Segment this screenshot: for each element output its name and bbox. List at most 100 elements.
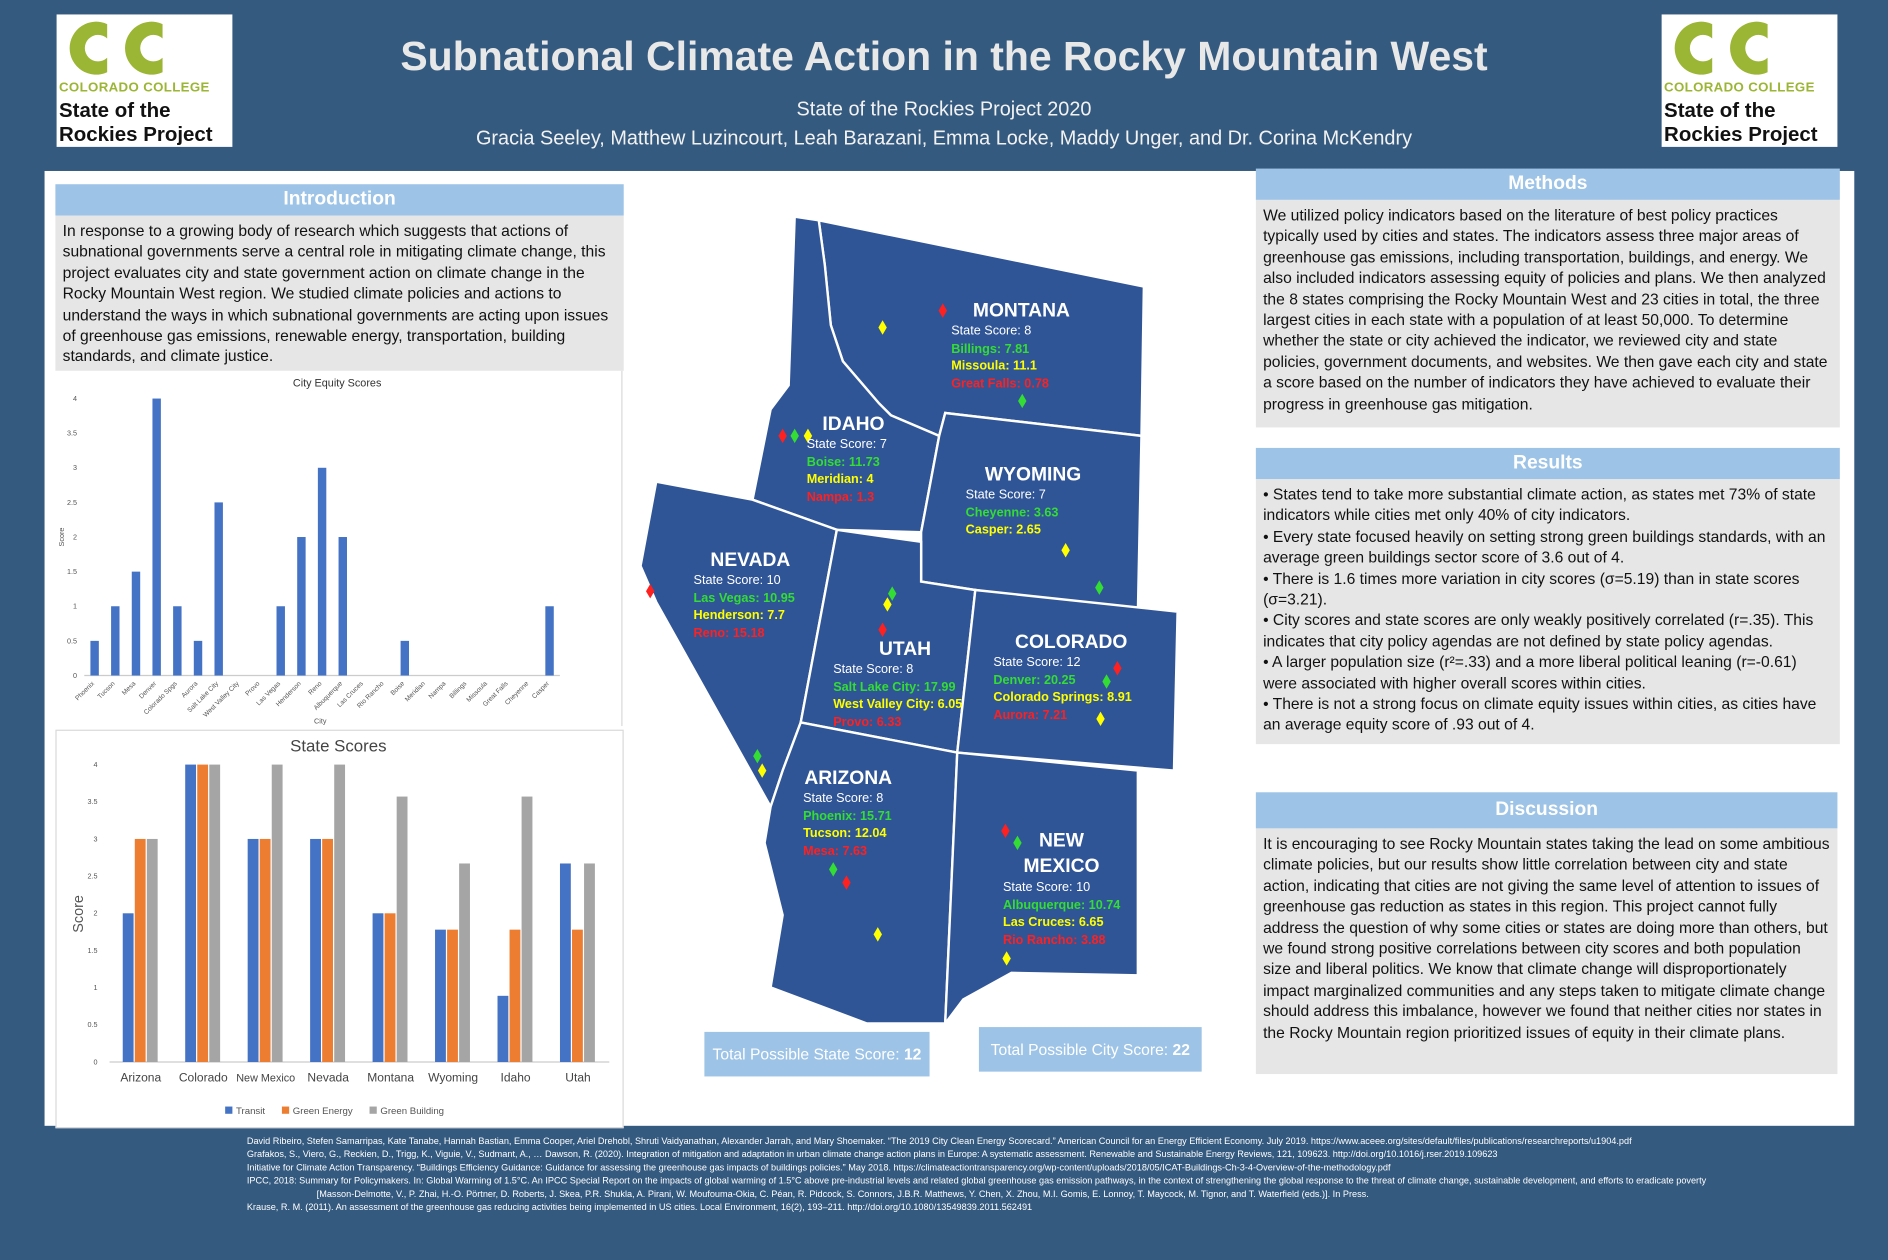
bar [173, 606, 182, 676]
y-tick-label: 3 [73, 463, 77, 472]
x-tick-label: Colorado [179, 1070, 228, 1084]
marker [888, 586, 897, 601]
city-score: Aurora: 7.21 [993, 707, 1068, 722]
y-tick-label: 4 [73, 394, 77, 403]
bar [146, 838, 158, 1062]
state-block: State Score: 10 Las Vegas: 10.95 Henderson… [694, 572, 795, 642]
city-score: Las Cruces: 6.65 [1002, 915, 1104, 930]
bar [197, 764, 209, 1062]
y-tick-label: 1 [94, 983, 98, 992]
bullet: • A larger population size (r²=.33) and … [1263, 652, 1797, 692]
bar [572, 929, 583, 1062]
x-tick-label: Mesa [121, 680, 138, 697]
state-name: MONTANA [972, 301, 1070, 322]
x-tick-label: Provo [244, 680, 261, 697]
reference: Grafakos, S., Viero, G., Reckien, D., Tr… [246, 1148, 1498, 1160]
bullet: • There is not a strong focus on climate… [1263, 694, 1817, 734]
city-score: Denver: 20.25 [993, 672, 1076, 687]
panel-text: • States tend to take more substantial c… [1255, 479, 1840, 745]
y-tick-label: 2 [94, 909, 98, 918]
bar [111, 606, 120, 676]
marker [1002, 951, 1011, 966]
bar [497, 995, 509, 1062]
panel-text: In response to a growing body of researc… [55, 215, 624, 371]
bar [214, 502, 223, 676]
city-score: Rio Rancho: 3.88 [1002, 932, 1106, 948]
marker [878, 622, 887, 637]
logo-mark [69, 21, 163, 75]
logo-college: COLORADO COLLEGE [58, 80, 210, 96]
y-tick-label: 1 [73, 602, 77, 611]
city-score: Colorado Springs: 8.91 [993, 689, 1132, 705]
y-tick-label: 0.5 [87, 1020, 97, 1029]
y-tick-label: 1.5 [87, 946, 97, 955]
state-block: State Score: 10 Albuquerque: 10.74 Las Cru… [1003, 879, 1120, 949]
marker [883, 597, 892, 612]
chart-title: State Scores [290, 736, 386, 755]
bar [271, 764, 283, 1062]
logo: COLORADO COLLEGE State of the Rockies Pr… [1661, 14, 1838, 147]
bar [584, 863, 595, 1062]
bar [185, 764, 197, 1062]
marker [790, 428, 799, 444]
state-block: State Score: 7 Cheyenne: 3.63 Casper: 2.65 [966, 486, 1059, 538]
city-score: Missoula: 11.1 [951, 358, 1037, 374]
bar [209, 764, 221, 1062]
y-tick-label: 4 [94, 760, 98, 769]
city-score: Boise: 11.73 [806, 454, 880, 469]
city-score: Salt Lake City: 17.99 [833, 679, 956, 695]
marker [1018, 393, 1027, 409]
state-block: State Score: 8 Billings: 7.81 Missoula: 11… [951, 323, 1049, 393]
subtitle: State of the Rockies Project 2020 [796, 98, 1092, 121]
state-scores-chart: State Scores Score 0 0.5 1 1.5 2 2.5 3 3.5 4 Arizon… [55, 729, 624, 1129]
logo-project: State of the Rockies Project [1664, 98, 1818, 146]
city-score: Las Vegas: 10.95 [693, 590, 795, 606]
y-tick-label: 2.5 [67, 498, 77, 507]
logo-college: COLORADO COLLEGE [1664, 80, 1815, 96]
city-score: Cheyenne: 3.63 [965, 505, 1059, 520]
state-shape [943, 751, 1140, 1024]
x-tick-label: Aurora [180, 680, 199, 699]
x-tick-label: Idaho [501, 1070, 531, 1084]
legend-swatch [369, 1106, 377, 1114]
state-shape [751, 215, 941, 534]
city-score: Billings: 7.81 [951, 341, 1030, 356]
logo-project: State of the Rockies Project [58, 98, 213, 146]
state-score: State Score: 8 [951, 323, 1032, 339]
bar [131, 571, 141, 676]
x-tick-label: Utah [565, 1070, 590, 1084]
y-tick-label: 2.5 [87, 872, 97, 881]
marker [1096, 711, 1105, 727]
bar [297, 537, 306, 676]
bar [259, 838, 271, 1062]
state-score: State Score: 7 [806, 437, 887, 452]
panel-heading: Discussion [1255, 792, 1838, 829]
bar [134, 838, 146, 1062]
panel-heading: Results [1255, 447, 1840, 480]
y-axis-title: Score [71, 895, 87, 933]
panel-heading: Methods [1255, 168, 1840, 200]
bar [317, 467, 327, 676]
y-tick-label: 2 [73, 532, 77, 541]
state-block: State Score: 8 Salt Lake City: 17.99 West … [833, 661, 962, 731]
marker [1013, 835, 1022, 851]
marker [803, 428, 813, 444]
bar [545, 606, 554, 676]
legend-swatch [281, 1106, 290, 1114]
city-score: Casper: 2.65 [965, 522, 1041, 538]
y-tick-label: 3.5 [67, 429, 77, 438]
city-score: Reno: 15.18 [693, 625, 765, 640]
city-score: Mesa: 7.63 [803, 843, 868, 858]
reference: David Ribeiro, Stefen Samarripas, Kate T… [246, 1135, 1632, 1147]
bullet: • States tend to take more substantial c… [1263, 485, 1816, 525]
bar [276, 606, 285, 676]
state-name: IDAHO [822, 414, 885, 435]
state-shape [955, 588, 1179, 772]
marker [1102, 674, 1111, 689]
x-tick-label: Arizona [120, 1070, 161, 1084]
map [634, 214, 1179, 1024]
marker [645, 583, 655, 599]
state-score: State Score: 8 [833, 662, 914, 677]
